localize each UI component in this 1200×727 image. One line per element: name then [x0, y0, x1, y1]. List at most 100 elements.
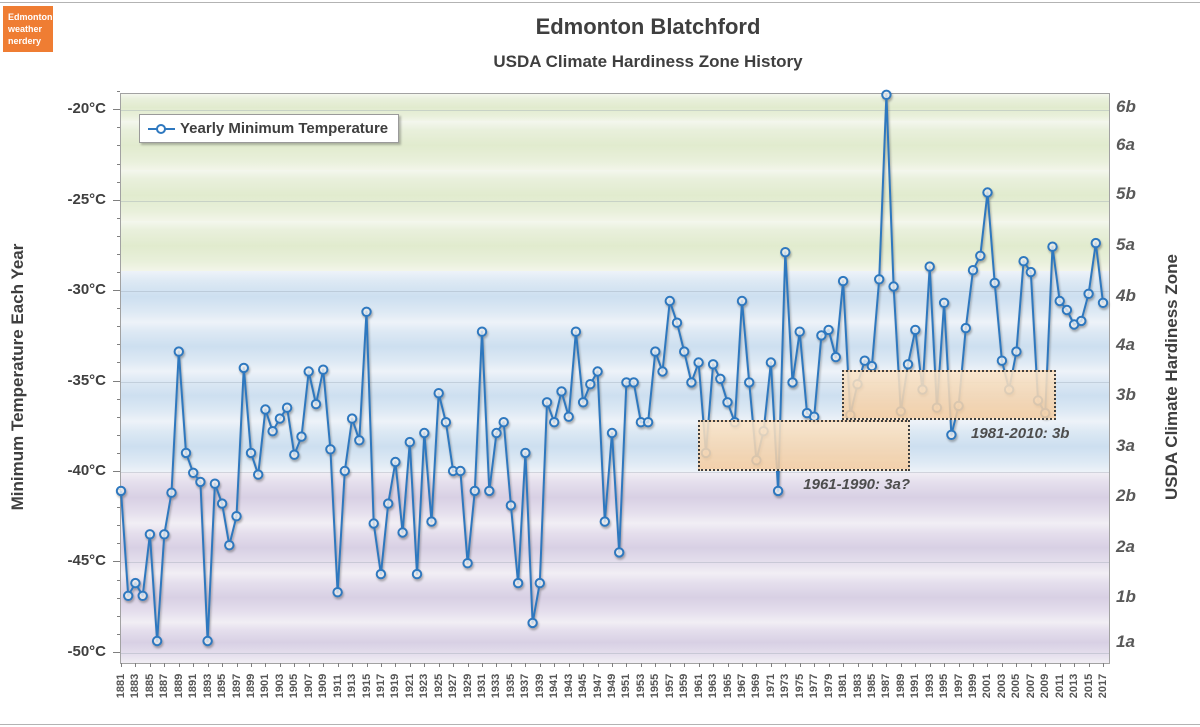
data-point-marker[interactable]: [938, 297, 950, 309]
data-point-marker[interactable]: [390, 456, 401, 468]
data-point-marker[interactable]: [1076, 315, 1087, 327]
data-point-marker[interactable]: [209, 478, 221, 489]
data-point-marker[interactable]: [1083, 288, 1094, 300]
data-point-marker[interactable]: [975, 250, 986, 262]
data-point-marker[interactable]: [339, 465, 351, 477]
data-point-marker[interactable]: [967, 265, 979, 276]
data-point-marker[interactable]: [310, 398, 322, 410]
data-point-marker[interactable]: [830, 351, 841, 363]
data-point-marker[interactable]: [512, 577, 524, 589]
data-point-marker[interactable]: [982, 187, 993, 198]
data-point-marker[interactable]: [137, 590, 148, 601]
data-point-marker[interactable]: [455, 465, 466, 477]
data-point-marker[interactable]: [332, 587, 343, 598]
data-point-marker[interactable]: [599, 516, 610, 527]
data-point-marker[interactable]: [686, 377, 697, 388]
data-point-marker[interactable]: [404, 436, 415, 448]
data-point-marker[interactable]: [491, 427, 502, 439]
data-point-marker[interactable]: [527, 617, 538, 629]
data-point-marker[interactable]: [195, 476, 206, 488]
data-point-marker[interactable]: [303, 366, 314, 377]
data-point-marker[interactable]: [1018, 256, 1029, 267]
data-point-marker[interactable]: [274, 413, 286, 424]
data-point-marker[interactable]: [202, 635, 213, 647]
data-point-marker[interactable]: [541, 397, 553, 408]
data-point-marker[interactable]: [289, 449, 300, 460]
data-point-marker[interactable]: [744, 377, 755, 388]
data-point-marker[interactable]: [1047, 241, 1058, 252]
data-point-marker[interactable]: [1061, 304, 1073, 316]
data-point-marker[interactable]: [924, 261, 935, 272]
data-point-marker[interactable]: [368, 518, 379, 529]
data-point-marker[interactable]: [837, 275, 849, 287]
data-point-marker[interactable]: [383, 498, 394, 509]
data-point-marker[interactable]: [881, 89, 892, 100]
data-point-marker[interactable]: [577, 397, 589, 408]
data-point-marker[interactable]: [188, 467, 199, 478]
data-point-marker[interactable]: [859, 355, 870, 366]
data-point-marker[interactable]: [1025, 266, 1036, 278]
data-point-marker[interactable]: [318, 364, 329, 375]
data-point-marker[interactable]: [1011, 346, 1022, 357]
data-point-marker[interactable]: [325, 444, 336, 455]
data-point-marker[interactable]: [476, 326, 488, 337]
data-point-marker[interactable]: [440, 417, 452, 428]
data-point-marker[interactable]: [585, 379, 596, 390]
data-point-marker[interactable]: [144, 529, 156, 540]
data-point-marker[interactable]: [462, 558, 473, 569]
data-point-marker[interactable]: [765, 357, 777, 368]
data-point-marker[interactable]: [173, 346, 184, 357]
data-point-marker[interactable]: [910, 324, 921, 336]
data-point-marker[interactable]: [642, 417, 654, 428]
data-point-marker[interactable]: [520, 447, 531, 459]
data-point-marker[interactable]: [657, 366, 668, 377]
data-point-marker[interactable]: [715, 373, 726, 384]
data-point-marker[interactable]: [419, 427, 430, 439]
data-point-marker[interactable]: [902, 359, 914, 370]
data-point-marker[interactable]: [650, 346, 661, 357]
data-point-marker[interactable]: [245, 447, 257, 459]
data-point-marker[interactable]: [989, 277, 1000, 289]
data-point-marker[interactable]: [671, 317, 683, 328]
data-point-marker[interactable]: [498, 417, 509, 428]
data-point-marker[interactable]: [505, 500, 517, 511]
data-point-marker[interactable]: [267, 426, 278, 437]
data-point-marker[interactable]: [375, 568, 387, 580]
data-point-marker[interactable]: [180, 447, 192, 459]
data-point-marker[interactable]: [996, 355, 1008, 366]
data-point-marker[interactable]: [614, 547, 625, 558]
data-point-marker[interactable]: [946, 429, 957, 440]
data-point-marker[interactable]: [707, 359, 719, 370]
data-point-marker[interactable]: [606, 427, 618, 439]
data-point-marker[interactable]: [130, 577, 141, 589]
data-point-marker[interactable]: [166, 487, 177, 498]
data-point-marker[interactable]: [874, 274, 885, 285]
data-point-marker[interactable]: [772, 485, 784, 497]
data-point-marker[interactable]: [780, 247, 791, 258]
climate-normals-box-1961-1990[interactable]: [697, 420, 911, 471]
data-point-marker[interactable]: [816, 330, 827, 341]
data-point-marker[interactable]: [253, 469, 264, 480]
data-point-marker[interactable]: [736, 295, 748, 307]
data-point-marker[interactable]: [787, 377, 798, 388]
data-point-marker[interactable]: [484, 485, 495, 497]
data-point-marker[interactable]: [722, 397, 733, 408]
data-point-marker[interactable]: [426, 516, 437, 527]
data-point-marker[interactable]: [151, 635, 163, 647]
data-point-marker[interactable]: [281, 402, 293, 413]
data-point-marker[interactable]: [823, 324, 834, 336]
data-point-marker[interactable]: [216, 498, 228, 509]
data-point-marker[interactable]: [231, 511, 242, 522]
data-point-marker[interactable]: [123, 590, 134, 601]
data-point-marker[interactable]: [794, 326, 805, 337]
temperature-series[interactable]: [115, 89, 1109, 662]
data-point-marker[interactable]: [664, 295, 675, 307]
data-point-marker[interactable]: [534, 577, 545, 589]
data-point-marker[interactable]: [1054, 295, 1065, 307]
data-point-marker[interactable]: [260, 404, 271, 415]
data-point-marker[interactable]: [1090, 237, 1101, 249]
data-point-marker[interactable]: [238, 362, 250, 374]
data-point-marker[interactable]: [679, 346, 690, 357]
data-point-marker[interactable]: [693, 357, 704, 368]
data-point-marker[interactable]: [224, 540, 235, 551]
